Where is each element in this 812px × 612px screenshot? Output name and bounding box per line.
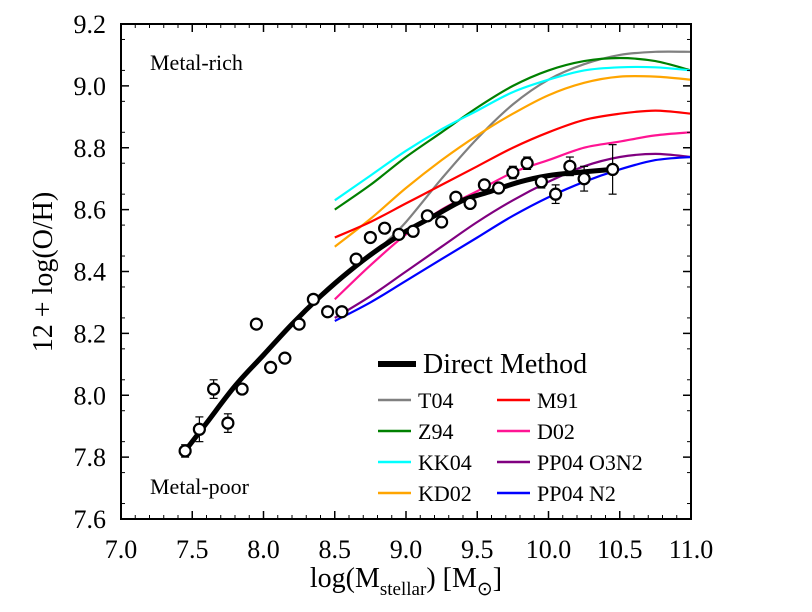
x-tick-label: 10.5: [597, 535, 643, 564]
y-axis-title: 12 + log(O/H): [28, 192, 59, 352]
y-tick-label: 8.2: [74, 319, 107, 348]
series-line-pp04-n2: [334, 155, 691, 322]
legend-label-m91: M91: [537, 388, 579, 413]
y-tick-label: 7.6: [74, 505, 107, 534]
legend-label-kk04: KK04: [418, 450, 472, 475]
data-point: [306, 292, 320, 306]
data-point: [520, 156, 534, 170]
x-axis-title-subscript: stellar: [380, 579, 427, 600]
data-point: [321, 305, 335, 319]
x-axis-title-tail: ) [M: [426, 563, 477, 594]
data-point: [264, 360, 278, 375]
series-line-kk04: [334, 65, 691, 202]
y-tick-label: 7.8: [74, 443, 107, 472]
legend-label-pp04-n2: PP04 N2: [537, 481, 616, 506]
series-line-kd02: [334, 74, 691, 248]
series-line-m91: [334, 109, 691, 239]
y-tick-label: 9.2: [74, 10, 107, 39]
data-point: [477, 178, 491, 192]
series-line-direct-method: [182, 166, 616, 454]
x-tick-label: 9.0: [390, 535, 423, 564]
legend: Direct Method T04 Z94 KK04 KD02 M91 D02 PP04 O…: [378, 349, 643, 506]
data-point: [577, 172, 591, 186]
y-tick-label: 8.6: [74, 196, 107, 225]
y-tick-label: 8.4: [74, 258, 107, 287]
data-point: [221, 416, 235, 430]
data-point: [534, 175, 548, 189]
legend-label-t04: T04: [418, 388, 453, 413]
data-point: [435, 215, 449, 229]
x-axis-title: log(Mstellar) [M⊙]: [310, 563, 502, 600]
data-point: [207, 382, 221, 396]
x-axis-title-end: ]: [493, 563, 502, 594]
data-point: [563, 159, 577, 173]
sun-symbol: ⊙: [477, 578, 493, 600]
data-point: [235, 382, 249, 396]
data-point: [506, 165, 520, 180]
data-point: [392, 227, 406, 241]
annotation-metal-rich: Metal-rich: [150, 50, 243, 75]
series-line-pp04-o3n2: [334, 152, 691, 319]
data-point: [363, 230, 377, 245]
x-tick-label: 8.0: [247, 535, 280, 564]
data-point: [449, 190, 463, 204]
legend-label-pp04-o3n2: PP04 O3N2: [537, 450, 643, 475]
data-point: [335, 305, 349, 319]
y-tick-label: 9.0: [74, 72, 107, 101]
data-point: [606, 162, 620, 177]
data-point: [349, 252, 363, 266]
annotation-metal-poor: Metal-poor: [150, 474, 250, 499]
data-point: [178, 444, 192, 458]
x-tick-label: 7.5: [176, 535, 209, 564]
data-point-layer: [178, 144, 620, 458]
legend-label-kd02: KD02: [418, 481, 472, 506]
data-point: [192, 422, 206, 436]
x-axis-title-main: log(M: [310, 563, 380, 594]
x-tick-label: 11.0: [669, 535, 714, 564]
x-tick-label: 8.5: [319, 535, 352, 564]
series-line-t04: [383, 50, 691, 245]
data-point: [549, 187, 563, 201]
legend-entries: T04 Z94 KK04 KD02 M91 D02 PP04 O3N2 PP04 N2: [378, 388, 643, 506]
data-point: [278, 351, 292, 365]
data-point: [292, 317, 306, 331]
data-point: [378, 221, 392, 235]
x-tick-label: 9.5: [461, 535, 494, 564]
data-point: [463, 196, 477, 211]
y-tick-label: 8.0: [74, 381, 107, 410]
series-line-z94: [334, 56, 691, 211]
y-tick-label: 8.8: [74, 134, 107, 163]
data-point: [249, 317, 263, 331]
x-tick-label: 10.0: [526, 535, 572, 564]
data-point: [492, 181, 506, 195]
tick-layer: 7.0 7.5 8.0 8.5 9.0 9.5 10.0 10.5 11.0 7.6 7.8 8.0 8…: [74, 10, 714, 564]
legend-label-d02: D02: [537, 419, 575, 444]
data-point: [406, 224, 420, 238]
data-point: [420, 209, 434, 223]
legend-label-direct-method: Direct Method: [423, 349, 587, 380]
x-tick-label: 7.0: [105, 535, 138, 564]
legend-label-z94: Z94: [418, 419, 453, 444]
